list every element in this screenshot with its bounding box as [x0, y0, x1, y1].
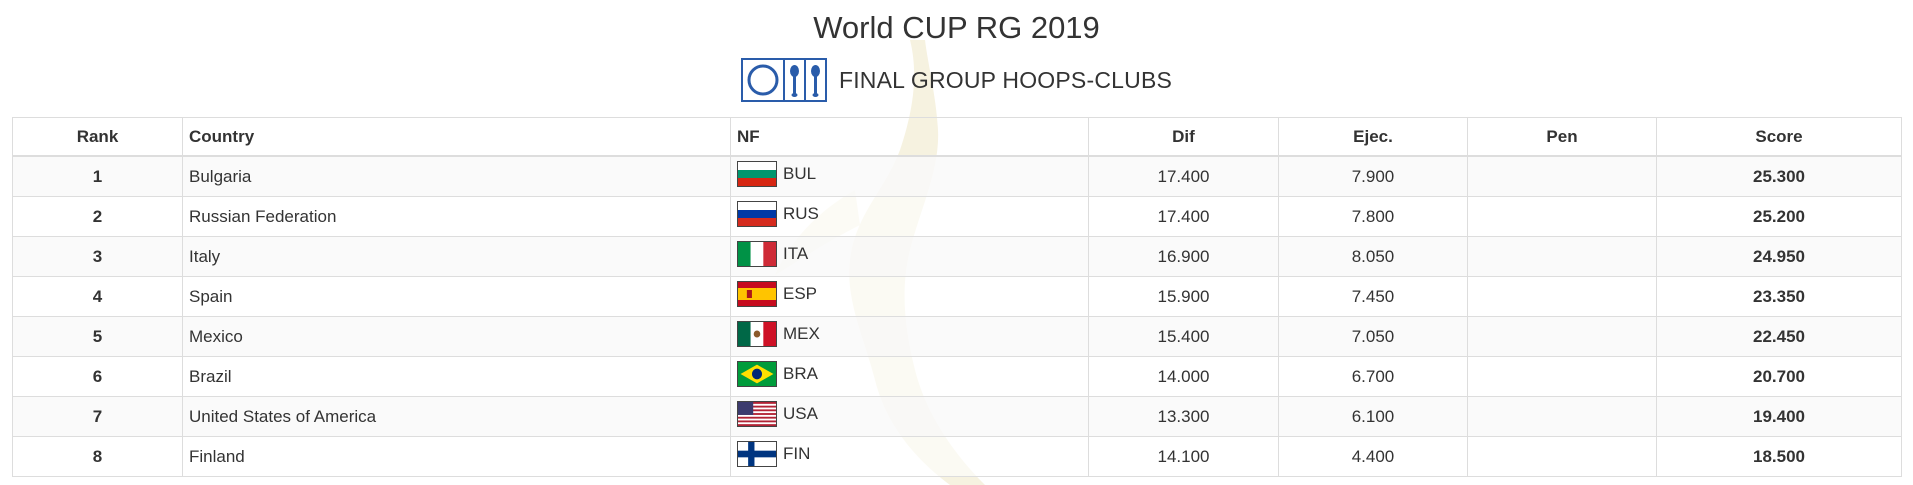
score-cell: 23.350 [1656, 276, 1902, 317]
table-row[interactable]: 1 Bulgaria BUL 17.400 7.900 25.300 [12, 155, 1902, 197]
bra-flag-icon [737, 361, 777, 387]
dif-cell: 15.900 [1088, 276, 1279, 317]
fin-flag-icon [737, 441, 777, 467]
ejec-cell: 8.050 [1278, 236, 1468, 277]
results-table: Rank Country NF Dif Ejec. Pen Score 1 Bu… [12, 117, 1902, 477]
table-row[interactable]: 2 Russian Federation RUS 17.400 7.800 25… [12, 196, 1902, 237]
dif-column-header[interactable]: Dif [1088, 117, 1279, 157]
table-row[interactable]: 8 Finland FIN 14.100 4.400 18.500 [12, 436, 1902, 477]
nf-column-header[interactable]: NF [730, 117, 1089, 157]
nf-cell: ITA [730, 236, 1089, 277]
nf-code: FIN [783, 444, 811, 463]
pen-column-header[interactable]: Pen [1467, 117, 1657, 157]
country-cell: Finland [182, 436, 731, 477]
pen-cell [1467, 276, 1657, 317]
country-cell: Mexico [182, 316, 731, 357]
country-cell: Spain [182, 276, 731, 317]
rank-cell: 6 [12, 356, 183, 397]
esp-flag-icon [737, 281, 777, 307]
rank-cell: 7 [12, 396, 183, 437]
ejec-cell: 6.100 [1278, 396, 1468, 437]
country-column-header[interactable]: Country [182, 117, 731, 157]
dif-cell: 15.400 [1088, 316, 1279, 357]
country-cell: Italy [182, 236, 731, 277]
country-cell: Russian Federation [182, 196, 731, 237]
ejec-cell: 7.050 [1278, 316, 1468, 357]
ejec-cell: 7.900 [1278, 155, 1468, 197]
pen-cell [1467, 196, 1657, 237]
dif-cell: 17.400 [1088, 155, 1279, 197]
nf-code: RUS [783, 204, 819, 223]
usa-flag-icon [737, 401, 777, 427]
nf-cell: RUS [730, 196, 1089, 237]
dif-cell: 13.300 [1088, 396, 1279, 437]
dif-cell: 14.000 [1088, 356, 1279, 397]
page-title: World CUP RG 2019 [813, 10, 1100, 45]
score-cell: 24.950 [1656, 236, 1902, 277]
country-cell: Bulgaria [182, 155, 731, 197]
table-row[interactable]: 3 Italy ITA 16.900 8.050 24.950 [12, 236, 1902, 277]
score-column-header[interactable]: Score [1656, 117, 1902, 157]
ejec-cell: 4.400 [1278, 436, 1468, 477]
score-cell: 20.700 [1656, 356, 1902, 397]
bul-flag-icon [737, 161, 777, 187]
table-row[interactable]: 7 United States of America [12, 396, 1902, 437]
table-row[interactable]: 6 Brazil BRA 14.000 6.700 20.700 [12, 356, 1902, 397]
event-subtitle: FINAL GROUP HOOPS-CLUBS [0, 58, 1913, 102]
rank-cell: 4 [12, 276, 183, 317]
rank-cell: 3 [12, 236, 183, 277]
country-cell: Brazil [182, 356, 731, 397]
dif-cell: 17.400 [1088, 196, 1279, 237]
dif-cell: 14.100 [1088, 436, 1279, 477]
event-name: FINAL GROUP HOOPS-CLUBS [838, 66, 1173, 93]
ejec-cell: 7.800 [1278, 196, 1468, 237]
ejec-cell: 7.450 [1278, 276, 1468, 317]
country-cell: United States of America [182, 396, 731, 437]
mex-flag-icon [737, 321, 777, 347]
rank-cell: 8 [12, 436, 183, 477]
nf-code: BRA [783, 364, 818, 383]
nf-cell: ESP [730, 276, 1089, 317]
nf-code: USA [783, 404, 818, 423]
rank-column-header[interactable]: Rank [12, 117, 183, 157]
pen-cell [1467, 316, 1657, 357]
nf-cell: BUL [730, 155, 1089, 197]
pen-cell [1467, 356, 1657, 397]
nf-code: ESP [783, 284, 818, 303]
rank-cell: 5 [12, 316, 183, 357]
pen-cell [1467, 396, 1657, 437]
nf-code: BUL [783, 164, 817, 183]
score-cell: 25.200 [1656, 196, 1902, 237]
table-row[interactable]: 4 Spain ESP 15.900 7.450 23.350 [12, 276, 1902, 317]
score-cell: 19.400 [1656, 396, 1902, 437]
rus-flag-icon [737, 201, 777, 227]
nf-code: ITA [783, 244, 809, 263]
rank-cell: 2 [12, 196, 183, 237]
ejec-cell: 6.700 [1278, 356, 1468, 397]
dif-cell: 16.900 [1088, 236, 1279, 277]
pen-cell [1467, 236, 1657, 277]
table-header-row: Rank Country NF Dif Ejec. Pen Score [12, 117, 1902, 157]
nf-cell: BRA [730, 356, 1089, 397]
table-row[interactable]: 5 Mexico MEX 15.400 7.050 22.450 [12, 316, 1902, 357]
nf-cell: FIN [730, 436, 1089, 477]
nf-cell: USA [730, 396, 1089, 437]
score-cell: 22.450 [1656, 316, 1902, 357]
pen-cell [1467, 436, 1657, 477]
ejec-column-header[interactable]: Ejec. [1278, 117, 1468, 157]
score-cell: 18.500 [1656, 436, 1902, 477]
ita-flag-icon [737, 241, 777, 267]
pen-cell [1467, 155, 1657, 197]
score-cell: 25.300 [1656, 155, 1902, 197]
nf-code: MEX [783, 324, 820, 343]
rank-cell: 1 [12, 155, 183, 197]
hoops-clubs-icon [740, 58, 827, 102]
nf-cell: MEX [730, 316, 1089, 357]
